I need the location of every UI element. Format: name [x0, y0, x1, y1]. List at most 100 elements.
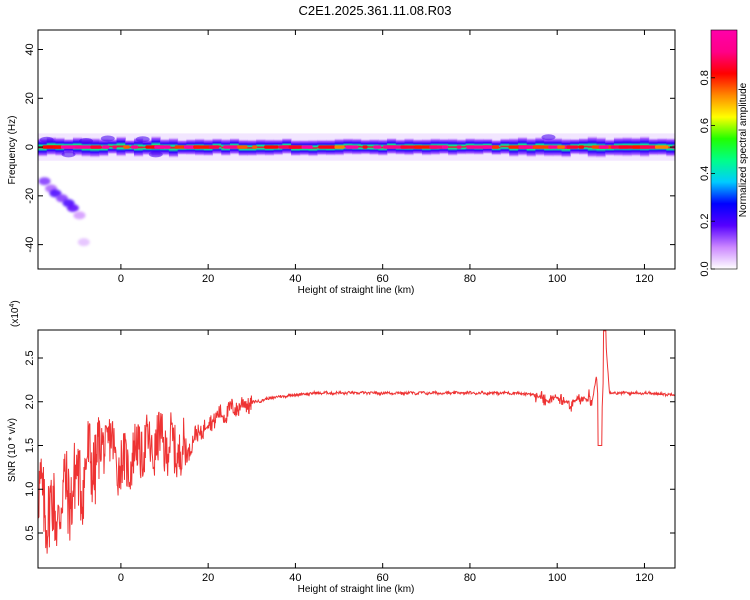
y-tick-label: 20	[24, 92, 36, 104]
band-peak	[75, 145, 91, 149]
band-segment	[168, 136, 179, 159]
x-tick-label: 120	[635, 572, 653, 584]
x-tick-label: 80	[464, 273, 476, 285]
band-peak	[334, 145, 345, 149]
y-tick-label: 2.5	[24, 350, 36, 365]
y-tick-label: -40	[24, 237, 36, 253]
band-segment	[378, 138, 388, 157]
band-peak	[557, 145, 565, 149]
band-peak	[60, 145, 78, 149]
band-segment	[116, 134, 126, 158]
snr-plot-area	[38, 330, 675, 568]
band-wisp	[78, 137, 93, 144]
side-streak-blob	[77, 238, 90, 247]
band-peak	[345, 145, 359, 149]
band-peak	[301, 145, 313, 149]
snr-series	[38, 330, 675, 554]
side-streak-blob	[66, 204, 79, 213]
band-segment	[133, 136, 144, 159]
band-peak	[491, 145, 500, 149]
snr-y-axis-label: SNR (10 * v/v)	[7, 418, 18, 482]
colorbar-ticks: 0.0 0.2 0.4 0.6 0.8	[699, 70, 715, 277]
y-tick-label: 2.0	[24, 394, 36, 409]
band-wisp	[61, 151, 76, 158]
snr-x-ticks: 0 20 40 60 80 100 120	[118, 330, 654, 584]
band-peak	[456, 145, 462, 149]
band-segment	[247, 138, 257, 158]
band-peak	[112, 145, 117, 149]
colorbar-label: Normalized spectral amplitude	[738, 82, 749, 217]
spectrogram-x-ticks: 0 20 40 60 80 100 120	[118, 30, 654, 285]
band-segment	[500, 137, 510, 156]
x-tick-label: 80	[464, 572, 476, 584]
y-tick-label: 0	[24, 144, 36, 150]
x-tick-label: 100	[548, 273, 566, 285]
spectrogram-panel: 0 20 40 60 80 100 120 -40 -20 0 20 40 Height of st…	[7, 29, 676, 296]
spectrogram-frame	[37, 29, 676, 270]
x-tick-label: 60	[377, 572, 389, 584]
spectrogram-heatmap	[38, 133, 675, 247]
spectrogram-x-axis-label: Height of straight line (km)	[298, 285, 415, 296]
band-segment	[448, 137, 458, 157]
y-tick-label: -20	[24, 188, 36, 204]
band-segment	[125, 138, 135, 156]
band-peak	[237, 145, 248, 149]
band-peak	[362, 145, 368, 149]
band-peak	[373, 145, 382, 149]
side-streak-blob	[73, 211, 86, 220]
band-peak	[123, 145, 130, 149]
snr-line	[38, 330, 675, 554]
band-segment	[256, 137, 266, 157]
band-peak	[264, 145, 279, 149]
figure-title: C2E1.2025.361.11.08.R03	[299, 3, 452, 18]
y-tick-label: 0.5	[24, 525, 36, 540]
spectrogram-y-axis-label: Frequency (Hz)	[7, 116, 18, 185]
band-peak	[466, 145, 489, 149]
side-streak-blob	[38, 177, 51, 186]
y-tick-label: 1.5	[24, 438, 36, 453]
x-tick-label: 100	[548, 572, 566, 584]
band-peak	[639, 145, 658, 149]
band-peak	[208, 145, 220, 149]
band-wisp	[39, 136, 54, 143]
band-wisp	[148, 151, 163, 158]
band-wisp	[135, 136, 150, 143]
x-tick-label: 40	[289, 273, 301, 285]
band-peak	[252, 145, 258, 149]
colorbar-tick-label: 0.8	[699, 70, 711, 85]
colorbar: 0.0 0.2 0.4 0.6 0.8 Normalized spectral ampl…	[699, 29, 749, 277]
snr-x-axis-label: Height of straight line (km)	[298, 584, 415, 595]
snr-multiplier-label: (x104)	[9, 300, 21, 327]
band-peak	[288, 145, 303, 149]
colorbar-tick-label: 0.6	[699, 118, 711, 133]
band-peak	[102, 145, 110, 149]
band-segment	[308, 138, 318, 158]
x-tick-label: 0	[118, 572, 124, 584]
y-tick-label: 40	[24, 43, 36, 55]
band-peak	[164, 145, 171, 149]
x-tick-label: 60	[377, 273, 389, 285]
colorbar-tick-label: 0.4	[699, 166, 711, 181]
snr-y-ticks: 0.5 1.0 1.5 2.0 2.5	[24, 350, 675, 541]
x-tick-label: 20	[202, 572, 214, 584]
x-tick-label: 40	[289, 572, 301, 584]
band-peak	[318, 145, 337, 149]
band-wisp	[100, 135, 115, 142]
colorbar-tick-label: 0.2	[699, 214, 711, 229]
colorbar-tick-label: 0.0	[699, 261, 711, 276]
band-peak	[441, 145, 449, 149]
band-peak	[90, 145, 102, 149]
band-peak	[532, 145, 553, 149]
band-peak	[566, 145, 579, 149]
snr-frame	[37, 329, 676, 569]
band-peak	[598, 145, 609, 149]
band-peak	[654, 145, 669, 149]
spectrogram-y-ticks: -40 -20 0 20 40	[24, 43, 675, 253]
snr-panel: 0 20 40 60 80 100 120 0.5 1.0 1.5 2.0 2.5 Height o…	[7, 300, 676, 595]
x-tick-label: 120	[635, 273, 653, 285]
band-peak	[193, 145, 214, 149]
band-peak	[223, 145, 240, 149]
band-peak	[53, 145, 63, 149]
